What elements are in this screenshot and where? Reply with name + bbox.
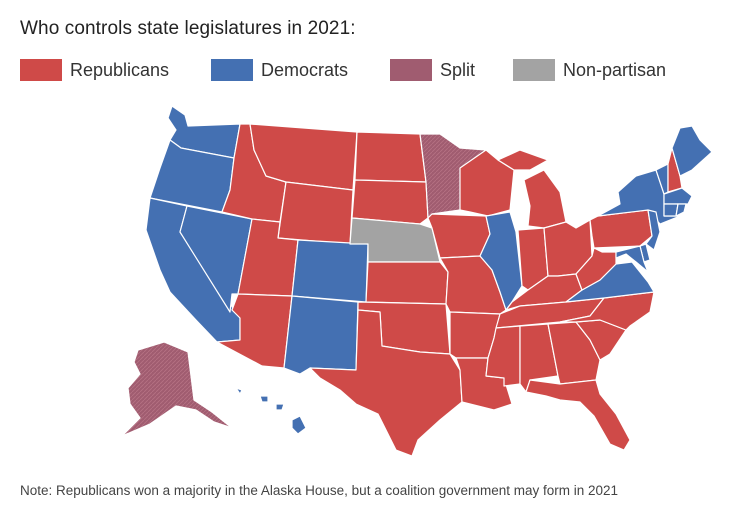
footnote: Note: Republicans won a majority in the … [20, 483, 619, 498]
legend: Republicans Democrats Split Non-partisan [20, 58, 720, 82]
state-SD[interactable] [351, 179, 429, 225]
state-MA[interactable] [663, 187, 693, 205]
legend-item-non-partisan: Non-partisan [513, 58, 666, 82]
state-FL[interactable] [525, 379, 631, 451]
legend-swatch-non-partisan [513, 59, 555, 81]
legend-item-republicans: Republicans [20, 58, 169, 82]
legend-item-democrats: Democrats [211, 58, 348, 82]
state-TX[interactable] [309, 309, 463, 457]
state-NJ[interactable] [645, 209, 661, 251]
state-WI[interactable] [459, 149, 515, 217]
legend-swatch-democrats [211, 59, 253, 81]
state-RI[interactable] [675, 203, 687, 217]
legend-swatch-split [390, 59, 432, 81]
legend-label-non-partisan: Non-partisan [563, 59, 667, 80]
state-HI[interactable] [235, 387, 307, 435]
chart-title: Who controls state legislatures in 2021: [20, 18, 356, 39]
state-KS[interactable] [365, 261, 449, 305]
state-AK[interactable] [121, 341, 233, 437]
state-ME[interactable] [671, 125, 713, 177]
state-NH[interactable] [667, 147, 683, 193]
state-NM[interactable] [283, 295, 359, 375]
us-states-map [121, 105, 713, 457]
legend-label-democrats: Democrats [261, 59, 349, 80]
legend-item-split: Split [390, 58, 475, 82]
legend-label-split: Split [440, 59, 476, 80]
state-WY[interactable] [277, 181, 354, 245]
state-CO[interactable] [291, 239, 369, 303]
legend-swatch-republicans [20, 59, 62, 81]
legend-label-republicans: Republicans [70, 59, 170, 80]
state-ND[interactable] [354, 131, 427, 183]
state-MD[interactable] [615, 245, 649, 273]
